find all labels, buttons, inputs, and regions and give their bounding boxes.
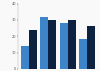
- Bar: [48, 20, 56, 69]
- Bar: [20, 46, 29, 69]
- Bar: [68, 20, 76, 69]
- Bar: [40, 17, 48, 69]
- Bar: [29, 30, 37, 69]
- Bar: [87, 26, 96, 69]
- Bar: [79, 39, 87, 69]
- Bar: [60, 23, 68, 69]
